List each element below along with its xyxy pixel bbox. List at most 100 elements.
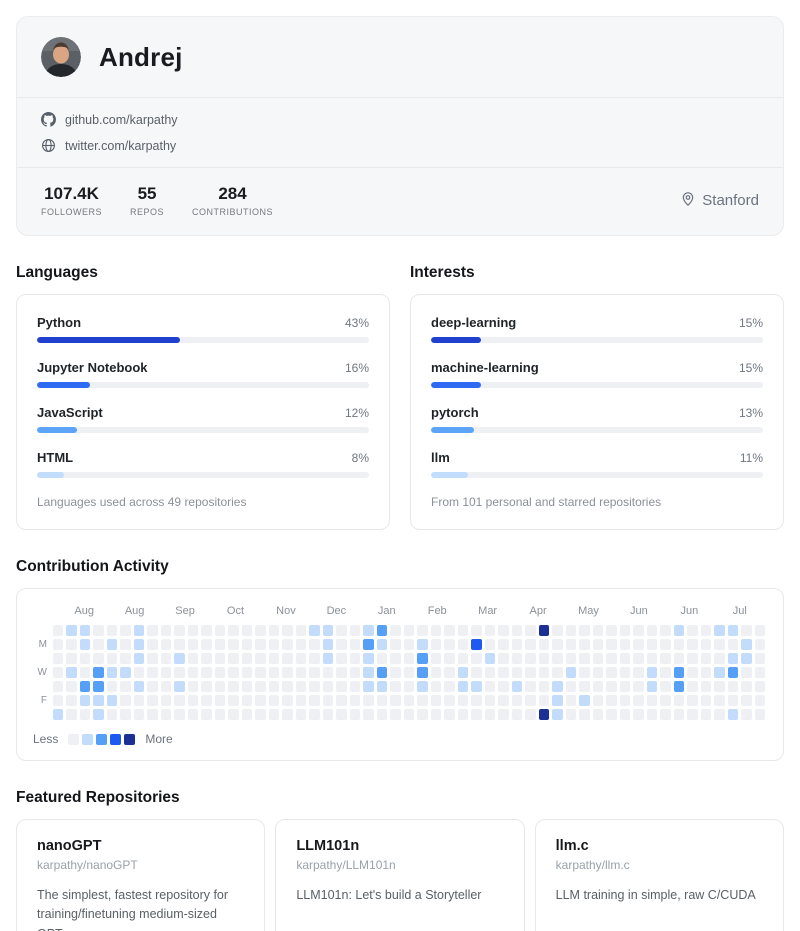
- contribution-cell: [309, 653, 320, 664]
- repo-card[interactable]: llm.c karpathy/llm.c LLM training in sim…: [534, 819, 784, 931]
- stat-value: 107.4K: [44, 184, 99, 203]
- repo-full-name: karpathy/nanoGPT: [37, 858, 138, 872]
- progress-track: [431, 382, 763, 388]
- contribution-cell: [336, 709, 347, 720]
- progress-track: [37, 337, 369, 343]
- progress-track: [431, 427, 763, 433]
- contribution-cell: [484, 625, 496, 636]
- contribution-cell: [53, 695, 64, 706]
- contribution-cell: [430, 709, 442, 720]
- contribution-cell: [201, 639, 212, 650]
- contribution-cell: [187, 681, 199, 692]
- contribution-cell: [619, 625, 631, 636]
- contribution-cell: [727, 709, 739, 720]
- language-row: Python 43%: [37, 315, 369, 343]
- contribution-cell: [714, 653, 725, 664]
- contribution-cell: [147, 695, 158, 706]
- contribution-cell: [565, 709, 577, 720]
- interest-row: deep-learning 15%: [431, 315, 763, 343]
- contribution-cell: [714, 709, 725, 720]
- contribution-cell: [66, 681, 77, 692]
- contribution-cell: [430, 639, 442, 650]
- contribution-cell: [606, 709, 617, 720]
- contribution-cell: [660, 653, 671, 664]
- contribution-cell: [700, 639, 712, 650]
- contribution-cell: [268, 695, 280, 706]
- contribution-cell: [79, 709, 91, 720]
- contribution-cell: [268, 667, 280, 678]
- contribution-cell: [120, 681, 131, 692]
- stat-value: 284: [218, 184, 247, 203]
- contribution-cell: [241, 681, 253, 692]
- contribution-cell: [376, 681, 388, 692]
- contribution-cell: [592, 709, 604, 720]
- contribution-cell: [390, 695, 401, 706]
- contribution-cell: [187, 667, 199, 678]
- interest-name: deep-learning: [431, 315, 517, 330]
- contribution-cell: [93, 695, 104, 706]
- contribution-cell: [754, 709, 765, 720]
- repo-name: LLM101n: [296, 838, 360, 854]
- contribution-cell: [363, 639, 374, 650]
- contribution-cell: [538, 653, 550, 664]
- contribution-cell: [106, 625, 118, 636]
- languages-footer: Languages used across 49 repositories: [37, 495, 247, 509]
- contribution-cell: [687, 681, 698, 692]
- contribution-cell: [741, 653, 752, 664]
- contribution-cell: [376, 639, 388, 650]
- contribution-cell: [120, 639, 131, 650]
- contribution-cell: [525, 667, 536, 678]
- contribution-cell: [174, 625, 185, 636]
- legend-swatches: [68, 733, 136, 745]
- heatmap-month-labels: Aug Aug Sep Oct Nov Dec Jan Feb Mar Apr …: [59, 605, 765, 617]
- contribution-cell: [511, 667, 523, 678]
- contribution-cell: [160, 653, 172, 664]
- contribution-cell: [214, 667, 226, 678]
- contribution-cell: [646, 667, 658, 678]
- day-label: M: [38, 639, 47, 650]
- contribution-cell: [228, 681, 239, 692]
- twitter-link[interactable]: twitter.com/karpathy: [41, 138, 759, 153]
- contribution-cell: [174, 653, 185, 664]
- contribution-cell: [241, 639, 253, 650]
- language-name: JavaScript: [37, 405, 103, 420]
- contribution-cell: [511, 709, 523, 720]
- contribution-cell: [498, 653, 509, 664]
- contribution-cell: [700, 681, 712, 692]
- contribution-cell: [471, 639, 482, 650]
- contribution-cell: [133, 709, 145, 720]
- contribution-cell: [349, 625, 361, 636]
- month-label: Mar: [478, 605, 498, 617]
- contribution-cell: [120, 667, 131, 678]
- contribution-cell: [147, 709, 158, 720]
- language-percent: 12%: [344, 406, 369, 420]
- contribution-cell: [133, 653, 145, 664]
- interest-name: llm: [431, 450, 450, 465]
- contribution-cell: [646, 653, 658, 664]
- contribution-cell: [565, 653, 577, 664]
- contribution-cell: [214, 709, 226, 720]
- contribution-cell: [538, 625, 550, 636]
- stat-label: FOLLOWERS: [41, 207, 103, 217]
- contribution-cell: [228, 625, 239, 636]
- language-percent: 43%: [344, 316, 369, 330]
- contribution-cell: [498, 709, 509, 720]
- month-label: Jul: [732, 605, 747, 617]
- month-label: Nov: [276, 605, 296, 617]
- github-link[interactable]: github.com/karpathy: [41, 112, 759, 127]
- repo-card[interactable]: nanoGPT karpathy/nanoGPT The simplest, f…: [16, 819, 266, 931]
- contribution-cell: [417, 709, 428, 720]
- contribution-cell: [525, 653, 536, 664]
- legend-swatch: [82, 733, 94, 745]
- repo-card[interactable]: LLM101n karpathy/LLM101n LLM101n: Let's …: [275, 819, 525, 931]
- interest-percent: 15%: [738, 361, 763, 375]
- contribution-cell: [673, 667, 685, 678]
- contribution-cell: [214, 639, 226, 650]
- contribution-cell: [484, 667, 496, 678]
- contribution-cell: [417, 667, 428, 678]
- contribution-cell: [106, 681, 118, 692]
- contribution-cell: [255, 695, 266, 706]
- contribution-cell: [268, 653, 280, 664]
- interest-percent: 11%: [739, 451, 763, 465]
- contribution-cell: [565, 625, 577, 636]
